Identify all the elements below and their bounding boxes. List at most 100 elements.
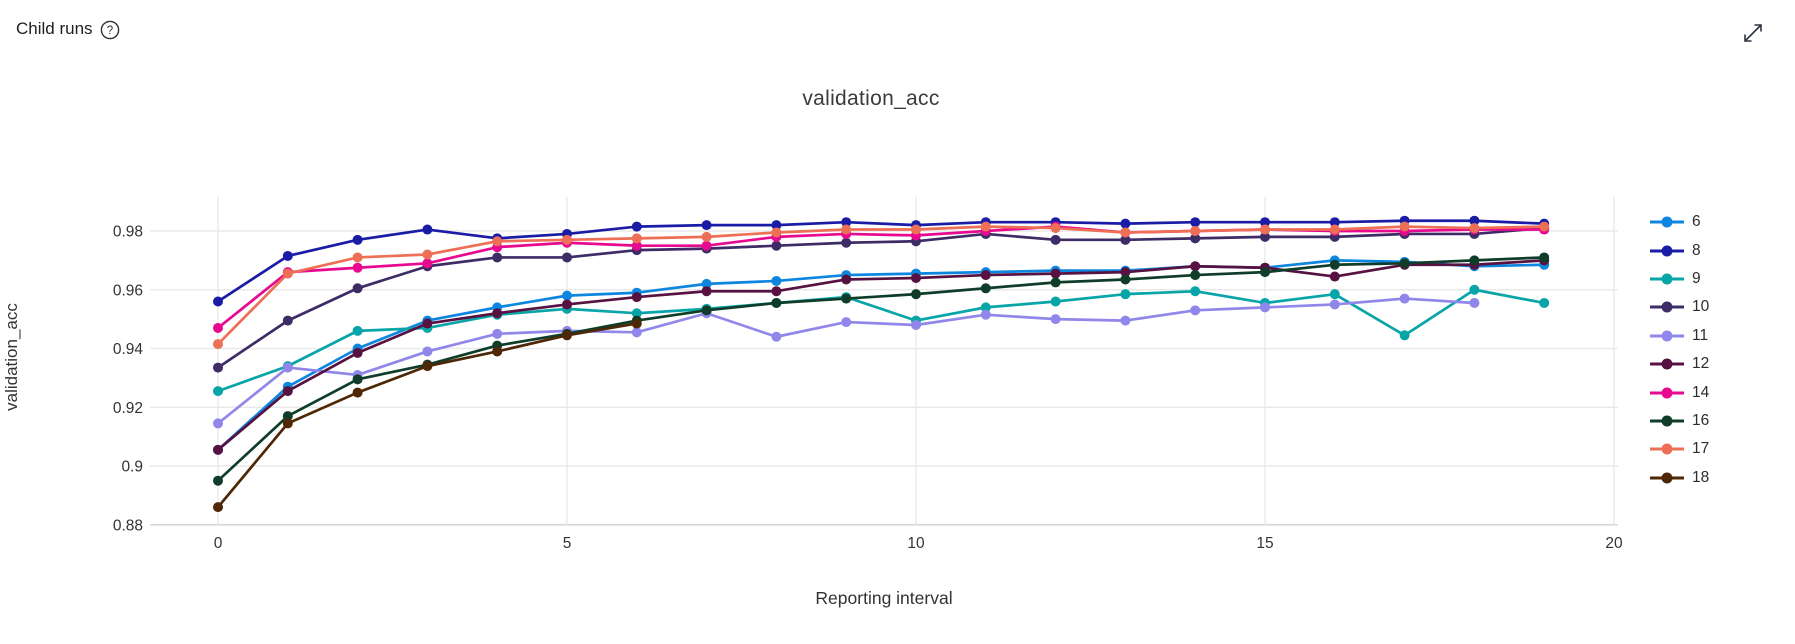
series-point-18[interactable] (422, 361, 433, 372)
series-line-6[interactable] (216, 259, 1546, 452)
series-point-16[interactable] (1190, 270, 1201, 281)
series-point-17[interactable] (1399, 221, 1410, 232)
series-point-10[interactable] (841, 237, 852, 248)
series-point-10[interactable] (352, 283, 363, 294)
series-point-12[interactable] (701, 286, 712, 297)
series-point-11[interactable] (1190, 305, 1201, 316)
series-point-10[interactable] (771, 240, 782, 251)
series-point-17[interactable] (1539, 221, 1550, 232)
series-point-9[interactable] (352, 325, 363, 336)
series-point-17[interactable] (771, 227, 782, 238)
series-point-18[interactable] (492, 346, 503, 357)
series-point-17[interactable] (422, 249, 433, 260)
series-point-12[interactable] (352, 347, 363, 358)
series-point-17[interactable] (1469, 223, 1480, 234)
series-point-8[interactable] (1120, 218, 1131, 229)
series-point-8[interactable] (352, 234, 363, 245)
series-point-12[interactable] (562, 299, 572, 310)
series-point-17[interactable] (562, 234, 572, 245)
series-point-18[interactable] (352, 387, 363, 398)
series-point-16[interactable] (1539, 252, 1550, 263)
series-point-11[interactable] (771, 331, 782, 342)
series-point-14[interactable] (631, 240, 642, 251)
series-point-8[interactable] (1190, 217, 1201, 228)
series-point-12[interactable] (1120, 267, 1131, 278)
series-point-10[interactable] (562, 252, 572, 263)
legend-item-12[interactable]: 12 (1650, 350, 1709, 378)
help-icon[interactable]: ? (100, 20, 120, 40)
series-point-10[interactable] (1120, 234, 1131, 245)
series-point-17[interactable] (213, 339, 223, 350)
series-point-6[interactable] (771, 275, 782, 286)
series-point-8[interactable] (422, 224, 433, 235)
series-point-12[interactable] (422, 318, 433, 329)
series-line-9[interactable] (216, 288, 1546, 393)
series-line-12[interactable] (216, 259, 1546, 452)
series-point-12[interactable] (213, 444, 223, 455)
series-point-11[interactable] (1399, 293, 1410, 304)
legend-item-16[interactable]: 16 (1650, 407, 1709, 435)
series-line-8[interactable] (216, 219, 1546, 303)
series-point-16[interactable] (352, 374, 363, 385)
series-point-16[interactable] (701, 305, 712, 316)
series-point-8[interactable] (631, 221, 642, 232)
series-point-12[interactable] (1190, 261, 1201, 272)
series-point-8[interactable] (771, 220, 782, 231)
series-point-16[interactable] (1329, 259, 1340, 270)
series-point-9[interactable] (1190, 286, 1201, 297)
series-point-17[interactable] (1050, 223, 1061, 234)
series-point-11[interactable] (1120, 315, 1131, 326)
series-point-6[interactable] (562, 290, 572, 301)
series-point-17[interactable] (1260, 224, 1270, 235)
series-point-12[interactable] (492, 308, 503, 319)
series-point-9[interactable] (1329, 289, 1340, 300)
legend-item-18[interactable]: 18 (1650, 464, 1709, 492)
series-point-18[interactable] (631, 318, 642, 329)
series-point-17[interactable] (1190, 226, 1201, 236)
expand-icon[interactable] (1736, 16, 1770, 50)
series-point-8[interactable] (1329, 217, 1340, 228)
series-point-17[interactable] (352, 252, 363, 263)
series-point-12[interactable] (841, 274, 852, 285)
series-point-17[interactable] (1120, 227, 1131, 238)
series-point-16[interactable] (771, 297, 782, 308)
series-point-11[interactable] (1050, 314, 1061, 325)
series-point-6[interactable] (701, 278, 712, 289)
series-point-14[interactable] (422, 258, 433, 269)
series-point-16[interactable] (213, 475, 223, 486)
series-point-16[interactable] (1399, 258, 1410, 269)
series-point-11[interactable] (282, 362, 293, 373)
series-point-12[interactable] (282, 386, 293, 397)
series-point-16[interactable] (911, 289, 921, 300)
series-point-11[interactable] (631, 327, 642, 338)
legend-item-14[interactable]: 14 (1650, 378, 1709, 406)
series-point-12[interactable] (911, 273, 921, 283)
series-point-16[interactable] (980, 283, 991, 294)
series-point-10[interactable] (492, 252, 503, 263)
legend-item-10[interactable]: 10 (1650, 293, 1709, 321)
series-line-10[interactable] (216, 226, 1546, 369)
series-point-10[interactable] (1050, 234, 1061, 245)
series-point-12[interactable] (1329, 271, 1340, 282)
legend-item-17[interactable]: 17 (1650, 435, 1709, 463)
series-point-9[interactable] (1539, 297, 1550, 308)
series-point-12[interactable] (631, 292, 642, 303)
legend-item-11[interactable]: 11 (1650, 322, 1709, 350)
series-point-8[interactable] (841, 217, 852, 228)
series-point-14[interactable] (701, 240, 712, 251)
series-point-18[interactable] (282, 418, 293, 429)
series-point-9[interactable] (1050, 296, 1061, 307)
series-point-17[interactable] (1329, 224, 1340, 235)
series-point-8[interactable] (1260, 217, 1270, 228)
series-point-18[interactable] (213, 502, 223, 513)
series-point-9[interactable] (631, 308, 642, 319)
series-point-17[interactable] (282, 268, 293, 279)
series-point-17[interactable] (980, 221, 991, 232)
series-point-12[interactable] (771, 286, 782, 297)
series-point-11[interactable] (213, 418, 223, 429)
series-point-8[interactable] (701, 220, 712, 231)
series-point-11[interactable] (422, 346, 433, 357)
series-point-17[interactable] (492, 236, 503, 247)
series-point-16[interactable] (1469, 255, 1480, 266)
